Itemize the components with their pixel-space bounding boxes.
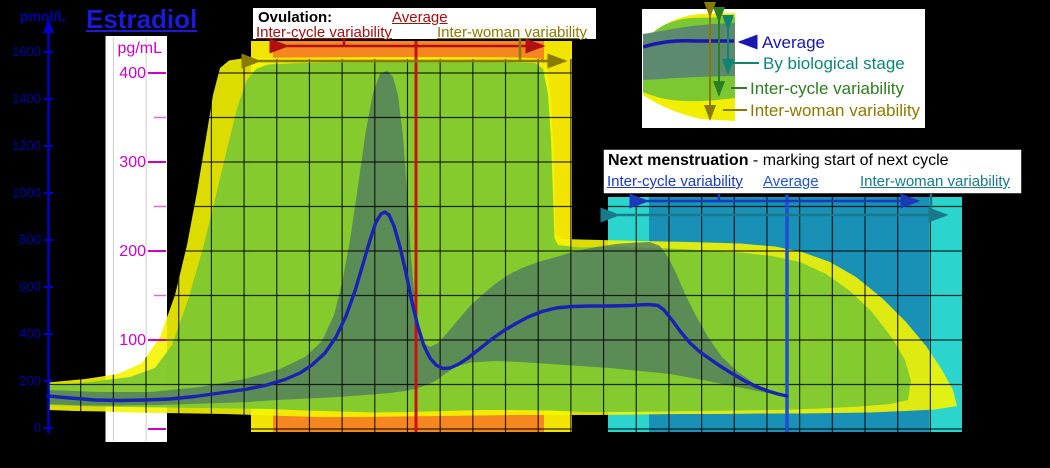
legend-inter-cycle-label: Inter-cycle variability (750, 79, 904, 98)
legend-box (640, 2, 927, 130)
pg-tick-label: 400 (119, 65, 146, 82)
pmol-tick-label: 800 (19, 232, 41, 247)
pmol-tick-label: 600 (19, 279, 41, 294)
biological-stage-band (48, 70, 787, 406)
menstruation-heading-bold: Next menstruation (608, 152, 749, 169)
menstruation-inter-cycle-label: Inter-cycle variability (607, 173, 743, 190)
legend-average-label: Average (762, 33, 826, 52)
menstruation-annotation (600, 148, 1023, 223)
ovulation-inter-woman-label: Inter-woman variability (437, 24, 588, 41)
pmol-unit-label: pmol/L (20, 8, 66, 24)
average-estradiol-curve (46, 210, 789, 403)
pg-tick-label: 100 (119, 332, 146, 349)
ovulation-annotation (241, 6, 598, 69)
pmol-tick-label: 200 (19, 373, 41, 388)
menstruation-heading: Next menstruation - marking start of nex… (608, 152, 949, 170)
ovulation-average-label: Average (392, 9, 448, 26)
pmol-axis: 1600 1400 1200 1000 800 600 400 200 0 (12, 18, 54, 435)
pmol-tick-label: 400 (19, 326, 41, 341)
pmol-tick-label: 1200 (12, 138, 41, 153)
chart-title: Estradiol (86, 4, 198, 34)
axis-arrow-icon (43, 18, 54, 33)
pg-tick-label: 300 (119, 154, 146, 171)
pg-axis: pg/mL 400 300 200 100 (118, 40, 166, 430)
legend-stage-label: By biological stage (763, 54, 905, 73)
ovulation-inter-cycle-label: Inter-cycle variability (256, 24, 392, 41)
menstruation-inter-woman-label: Inter-woman variability (860, 173, 1011, 190)
menstruation-average-label: Average (763, 173, 819, 190)
legend-inter-woman-label: Inter-woman variability (750, 101, 921, 120)
estradiol-bands (48, 57, 957, 417)
pmol-tick-label: 1000 (12, 185, 41, 200)
pg-unit-label: pg/mL (118, 40, 163, 57)
pg-tick-label: 200 (119, 243, 146, 260)
ovulation-heading: Ovulation: (258, 9, 333, 26)
pmol-tick-label: 1600 (12, 44, 41, 59)
pmol-tick-label: 0 (34, 420, 41, 435)
menstruation-heading-suffix: - marking start of next cycle (748, 152, 949, 169)
pmol-tick-label: 1400 (12, 91, 41, 106)
